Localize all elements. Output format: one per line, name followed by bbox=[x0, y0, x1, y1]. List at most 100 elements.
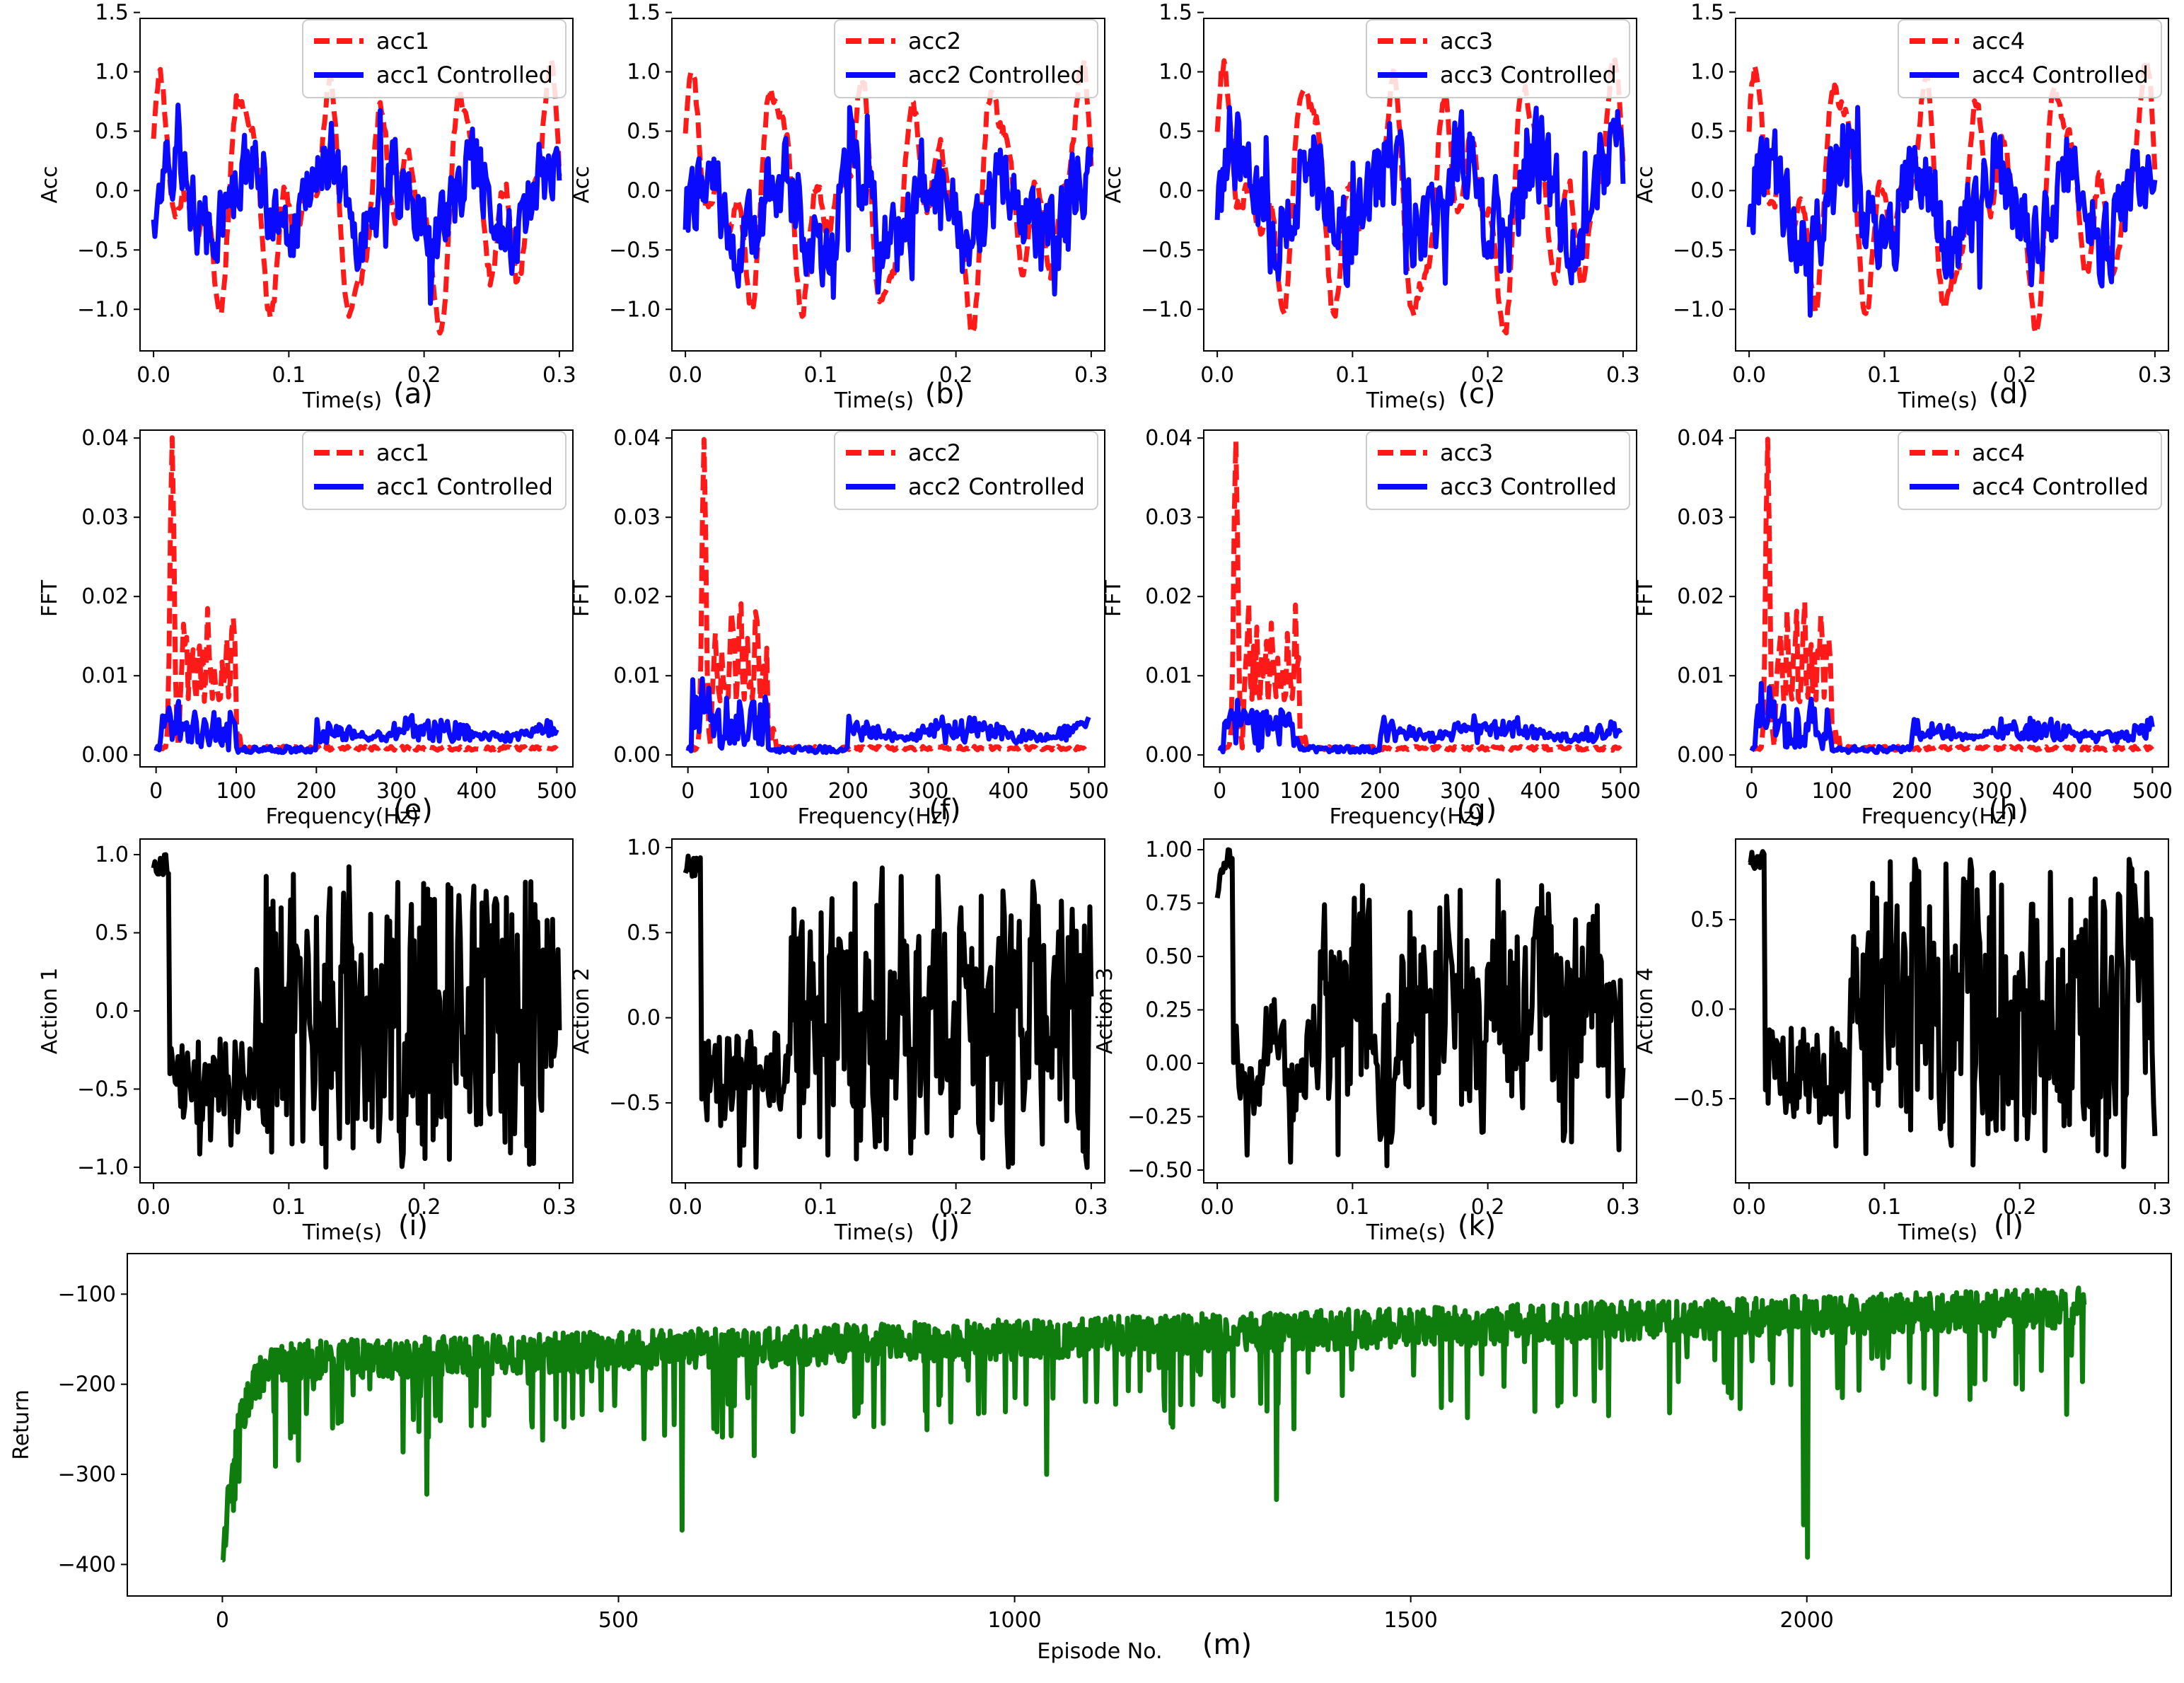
legend-box-g bbox=[1366, 431, 1630, 510]
legend-label-a-1: acc1 Controlled bbox=[376, 62, 553, 88]
legend-label-d-0: acc4 bbox=[1972, 28, 2025, 54]
x-tick-label-e-1: 100 bbox=[216, 779, 256, 804]
x-tick-label-e-0: 0 bbox=[149, 779, 163, 804]
axes-frame-c bbox=[1203, 18, 1637, 352]
panel-label-m: (m) bbox=[1202, 1629, 1252, 1661]
legend-d: acc4 acc4 Controlled bbox=[1898, 19, 2162, 98]
y-tick-label-a-3: 0.5 bbox=[95, 119, 129, 144]
x-tick-label-m-1: 500 bbox=[598, 1608, 639, 1633]
y-tick-label-c-0: −1.0 bbox=[1141, 297, 1192, 322]
y-tick-label-d-2: 0.0 bbox=[1690, 178, 1724, 203]
y-tick-label-h-4: 0.04 bbox=[1677, 426, 1724, 451]
y-tick-label-g-1: 0.01 bbox=[1145, 664, 1192, 688]
legend-box-a bbox=[302, 19, 567, 98]
legend-label-e-0: acc1 bbox=[376, 439, 429, 466]
x-tick-label-j-2: 0.2 bbox=[939, 1195, 973, 1220]
y-axis-label-b: Acc bbox=[569, 166, 594, 204]
series-line-h-1 bbox=[1749, 681, 2155, 756]
panel-h: 0 100 200 300 400 500 0.00 0.01 0.02 0.03 0.04 Freq… bbox=[1633, 426, 2173, 829]
y-tick-label-i-2: 0.0 bbox=[95, 999, 129, 1024]
y-tick-label-g-4: 0.04 bbox=[1145, 426, 1192, 451]
x-tick-label-j-0: 0.0 bbox=[668, 1195, 702, 1220]
y-tick-label-d-0: −1.0 bbox=[1673, 297, 1724, 322]
axes-frame-g bbox=[1203, 429, 1637, 768]
x-tick-label-j-1: 0.1 bbox=[804, 1195, 838, 1220]
panel-label-l: (l) bbox=[1994, 1210, 2023, 1242]
series-line-l-0 bbox=[1748, 849, 2158, 1169]
y-tick-label-g-3: 0.03 bbox=[1145, 505, 1192, 530]
axes-frame-h bbox=[1735, 429, 2169, 768]
x-axis-label-i: Time(s) bbox=[302, 1220, 382, 1245]
legend-e: acc1 acc1 Controlled bbox=[302, 431, 567, 510]
x-tick-label-i-2: 0.2 bbox=[407, 1195, 441, 1220]
panel-label-b: (b) bbox=[925, 378, 965, 410]
y-tick-label-j-3: 1.0 bbox=[627, 835, 661, 860]
legend-label-c-0: acc3 bbox=[1440, 28, 1493, 54]
x-tick-label-a-3: 0.3 bbox=[542, 363, 576, 388]
legend-box-b bbox=[834, 19, 1098, 98]
legend-label-h-0: acc4 bbox=[1972, 439, 2025, 466]
y-tick-label-b-0: −1.0 bbox=[609, 297, 661, 322]
y-tick-label-c-4: 1.0 bbox=[1158, 60, 1192, 85]
y-tick-label-g-2: 0.02 bbox=[1145, 584, 1192, 609]
x-tick-label-h-0: 0 bbox=[1745, 779, 1758, 804]
legend-label-g-0: acc3 bbox=[1440, 439, 1493, 466]
x-axis-label-c: Time(s) bbox=[1366, 388, 1446, 413]
x-tick-label-d-2: 0.2 bbox=[2003, 363, 2037, 388]
series-line-f-1 bbox=[685, 676, 1091, 756]
y-tick-label-f-3: 0.03 bbox=[613, 505, 661, 530]
x-axis-label-d: Time(s) bbox=[1898, 388, 1977, 413]
y-tick-label-j-2: 0.5 bbox=[627, 920, 661, 945]
y-axis-label-a: Acc bbox=[37, 166, 62, 204]
legend-label-h-1: acc4 Controlled bbox=[1972, 473, 2149, 500]
legend-a: acc1 acc1 Controlled bbox=[302, 19, 567, 98]
x-tick-label-c-1: 0.1 bbox=[1336, 363, 1370, 388]
y-tick-label-c-3: 0.5 bbox=[1158, 119, 1192, 144]
series-line-e-1 bbox=[153, 698, 559, 756]
x-tick-label-m-2: 1000 bbox=[987, 1608, 1041, 1633]
panel-label-h: (h) bbox=[1989, 794, 2029, 826]
x-tick-label-b-1: 0.1 bbox=[804, 363, 838, 388]
y-tick-label-j-0: −0.5 bbox=[609, 1091, 661, 1116]
x-tick-label-h-5: 500 bbox=[2132, 779, 2173, 804]
x-tick-label-c-3: 0.3 bbox=[1606, 363, 1640, 388]
panel-g: 0 100 200 300 400 500 0.00 0.01 0.02 0.03 0.04 Freq… bbox=[1101, 426, 1641, 829]
x-tick-label-g-3: 300 bbox=[1440, 779, 1480, 804]
x-axis-label-e: Frequency(Hz) bbox=[266, 804, 419, 829]
x-tick-label-f-1: 100 bbox=[748, 779, 788, 804]
x-axis-label-a: Time(s) bbox=[302, 388, 382, 413]
y-tick-label-l-0: −0.5 bbox=[1673, 1087, 1724, 1111]
x-tick-label-f-3: 300 bbox=[908, 779, 948, 804]
y-tick-label-d-3: 0.5 bbox=[1690, 119, 1724, 144]
x-tick-label-b-3: 0.3 bbox=[1074, 363, 1108, 388]
panel-f: 0 100 200 300 400 500 0.00 0.01 0.02 0.03 0.04 Freq… bbox=[569, 426, 1109, 829]
y-tick-label-e-0: 0.00 bbox=[81, 743, 129, 768]
x-tick-label-b-0: 0.0 bbox=[668, 363, 702, 388]
y-tick-label-h-1: 0.01 bbox=[1677, 664, 1724, 688]
y-tick-label-c-5: 1.5 bbox=[1158, 1, 1192, 25]
x-tick-label-c-2: 0.2 bbox=[1471, 363, 1505, 388]
y-tick-label-h-3: 0.03 bbox=[1677, 505, 1724, 530]
x-tick-label-k-3: 0.3 bbox=[1606, 1195, 1640, 1220]
panel-label-g: (g) bbox=[1457, 794, 1497, 826]
panel-b: 0.0 0.1 0.2 0.3 −1.0 −0.5 0.0 0.5 1.0 1.5 Time(s) A… bbox=[569, 1, 1108, 413]
x-tick-label-l-0: 0.0 bbox=[1732, 1195, 1766, 1220]
series-line-a-1 bbox=[151, 103, 562, 306]
x-tick-label-g-5: 500 bbox=[1601, 779, 1641, 804]
panel-label-f: (f) bbox=[929, 794, 960, 826]
x-tick-label-i-3: 0.3 bbox=[542, 1195, 576, 1220]
axes-frame-m bbox=[127, 1253, 2172, 1597]
series-line-c-0 bbox=[1214, 57, 1626, 336]
y-axis-label-j: Action 2 bbox=[569, 968, 594, 1055]
y-tick-label-a-4: 1.0 bbox=[95, 60, 129, 85]
panel-l: 0.0 0.1 0.2 0.3 −0.5 0.0 0.5 Time(s) Action 4 (l) bbox=[1633, 838, 2172, 1245]
y-tick-label-a-5: 1.5 bbox=[95, 1, 129, 25]
x-tick-label-d-1: 0.1 bbox=[1868, 363, 1902, 388]
legend-c: acc3 acc3 Controlled bbox=[1366, 19, 1630, 98]
y-tick-label-i-1: −0.5 bbox=[77, 1077, 129, 1101]
x-tick-label-m-4: 2000 bbox=[1780, 1608, 1834, 1633]
y-axis-label-f: FFT bbox=[569, 579, 594, 617]
y-tick-label-e-3: 0.03 bbox=[81, 505, 129, 530]
x-tick-label-e-5: 500 bbox=[537, 779, 577, 804]
